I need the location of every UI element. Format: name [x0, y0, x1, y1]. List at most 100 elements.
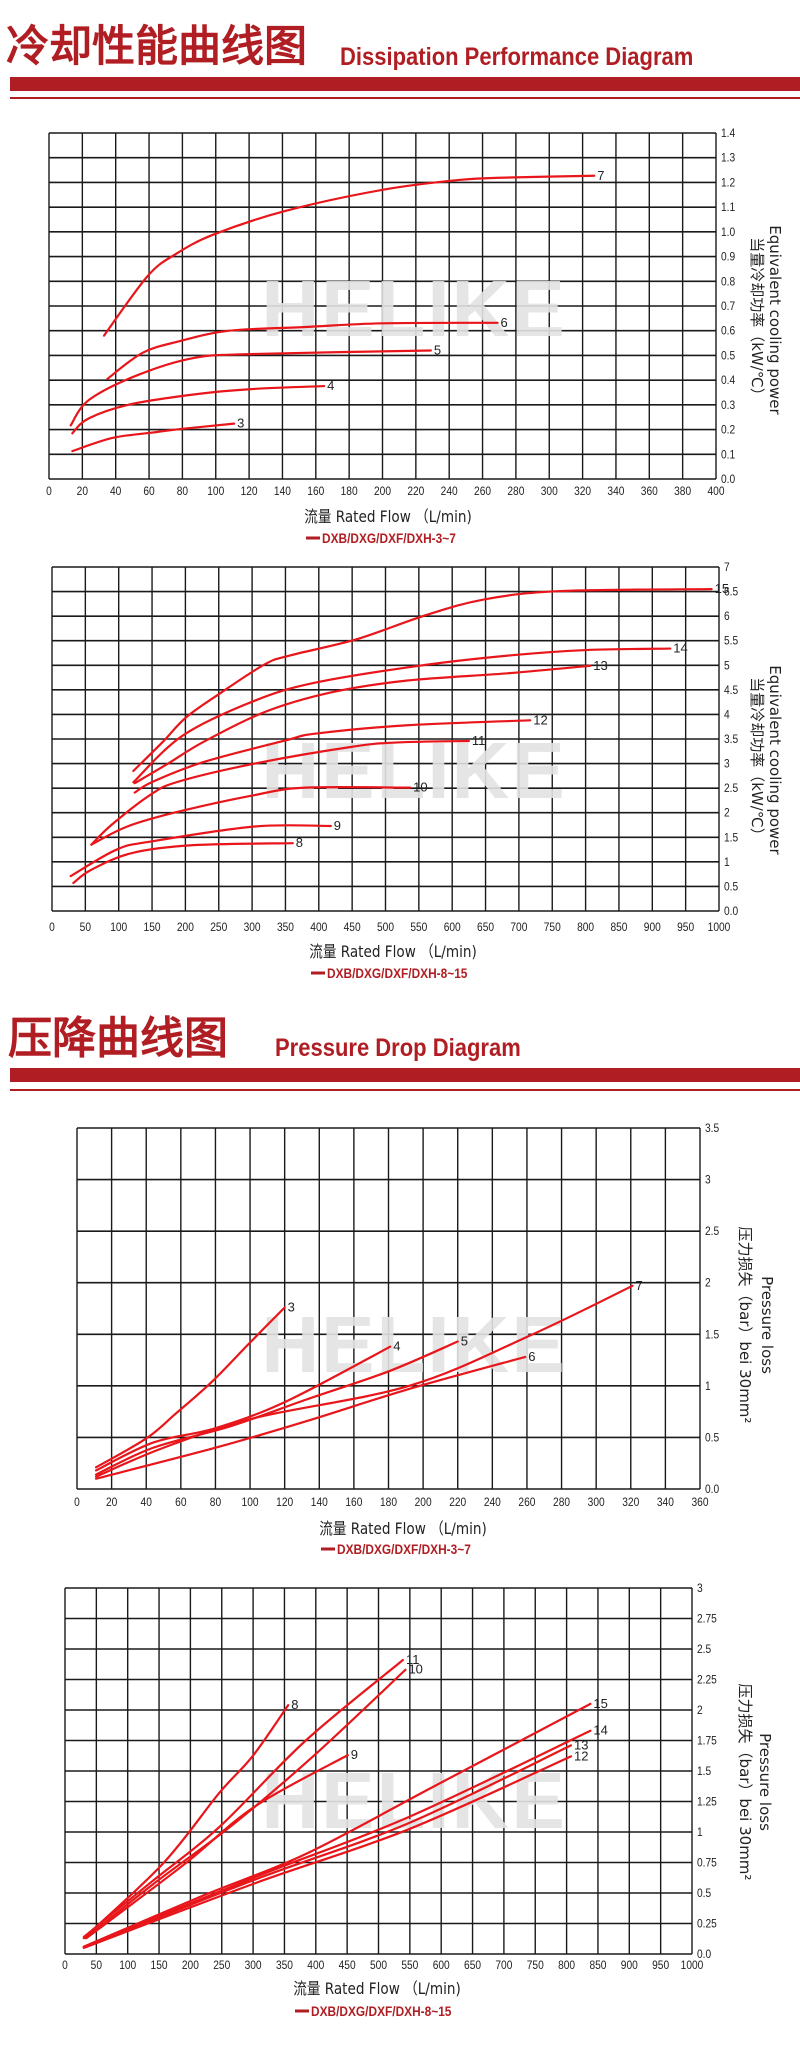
y-tick-label: 6 [724, 610, 730, 623]
series-line-5 [94, 1340, 459, 1476]
y-axis-title: Equivalent cooling power [766, 665, 784, 855]
y-tick-label: 0.2 [721, 424, 735, 437]
grid [76, 1127, 701, 1490]
y-tick-label: 0.6 [721, 325, 735, 338]
x-tick-label: 100 [110, 921, 127, 934]
y-tick-label: 4 [724, 709, 730, 722]
x-tick-label: 40 [110, 485, 121, 498]
series-label: 14 [673, 641, 687, 656]
x-tick-label: 0 [49, 921, 55, 934]
x-tick-label: 450 [344, 921, 361, 934]
x-axis-title: 流量 Rated Flow （L/min) [309, 943, 477, 961]
x-tick-label: 950 [677, 921, 694, 934]
legend-label: DXB/DXG/DXF/DXH-8~15 [311, 2003, 451, 2019]
series-line-15 [82, 1702, 592, 1948]
y-tick-label: 2.75 [697, 1613, 717, 1626]
chart-4: 0 50 100 150 200 250 300 350 400 450 500 550 600 650 7… [62, 1582, 774, 2019]
y-tick-label: 7 [724, 561, 730, 574]
chart-3: 0 20 40 60 80 100 120 140 160 180 200 220 240 260 280 3… [74, 1122, 776, 1557]
x-tick-label: 650 [464, 1959, 481, 1972]
y-tick-label: 3.5 [724, 733, 738, 746]
series-label: 3 [288, 1299, 295, 1314]
section-title-cn: 压降曲线图 [8, 1013, 228, 1064]
x-tick-label: 180 [341, 485, 358, 498]
y-tick-label: 2 [705, 1277, 711, 1290]
x-tick-label: 260 [518, 1496, 535, 1509]
x-tick-label: 120 [241, 485, 258, 498]
x-tick-label: 400 [307, 1959, 324, 1972]
x-tick-label: 250 [213, 1959, 230, 1972]
watermark-logo: HELIKE [261, 726, 566, 815]
y-tick-label: 1 [705, 1380, 711, 1393]
x-tick-label: 900 [644, 921, 661, 934]
series-line-12 [82, 1755, 573, 1949]
series-line-8 [82, 1704, 290, 1940]
x-tick-label: 300 [541, 485, 558, 498]
series-line-7 [94, 1284, 634, 1478]
series-label: 11 [472, 733, 486, 748]
x-tick-label: 340 [607, 485, 624, 498]
y-tick-label: 6.5 [724, 586, 738, 599]
x-tick-label: 1000 [681, 1959, 704, 1972]
x-tick-label: 200 [182, 1959, 199, 1972]
x-tick-label: 150 [144, 921, 161, 934]
y-tick-label: 0.8 [721, 276, 735, 289]
y-tick-label: 0.5 [705, 1432, 719, 1445]
x-tick-label: 300 [588, 1496, 605, 1509]
series-label: 12 [574, 1748, 588, 1763]
x-tick-label: 380 [674, 485, 691, 498]
x-tick-label: 600 [433, 1959, 450, 1972]
x-tick-label: 550 [401, 1959, 418, 1972]
x-tick-label: 500 [377, 921, 394, 934]
x-tick-label: 360 [691, 1496, 708, 1509]
series-line-3 [71, 422, 236, 453]
series-label: 10 [408, 1662, 422, 1677]
y-tick-label: 4.5 [724, 684, 738, 697]
x-tick-label: 550 [410, 921, 427, 934]
x-tick-label: 160 [307, 485, 324, 498]
y-tick-label: 0.1 [721, 449, 735, 462]
y-tick-label: 0.75 [697, 1857, 717, 1870]
section-title-en: Pressure Drop Diagram [275, 1034, 521, 1062]
x-tick-label: 20 [77, 485, 88, 498]
y-axis-title-cn: 压力损失（bar）bei 30mm² [736, 1684, 754, 1881]
x-tick-label: 140 [311, 1496, 328, 1509]
series-line-3 [94, 1306, 286, 1469]
y-tick-label: 2.5 [697, 1643, 711, 1656]
y-tick-label: 3.5 [705, 1122, 719, 1135]
series-label: 3 [237, 416, 244, 431]
section-title-cn: 冷却性能曲线图 [6, 22, 307, 72]
y-tick-label: 1.2 [721, 177, 735, 190]
y-tick-label: 1.4 [721, 127, 735, 140]
x-tick-label: 0 [74, 1496, 80, 1509]
watermark-logo: HELIKE [261, 1756, 566, 1845]
y-tick-label: 0.0 [705, 1483, 719, 1496]
x-tick-label: 260 [474, 485, 491, 498]
y-tick-label: 2.5 [724, 782, 738, 795]
x-tick-label: 220 [407, 485, 424, 498]
x-tick-label: 140 [274, 485, 291, 498]
x-tick-label: 240 [441, 485, 458, 498]
x-tick-label: 100 [119, 1959, 136, 1972]
series-line-10 [90, 786, 412, 846]
x-tick-label: 280 [553, 1496, 570, 1509]
series-label: 14 [593, 1723, 607, 1738]
x-tick-label: 950 [652, 1959, 669, 1972]
series-line-4 [71, 384, 326, 435]
y-tick-label: 1 [697, 1826, 703, 1839]
y-tick-label: 0.0 [721, 473, 735, 486]
series-line-6 [94, 1355, 527, 1480]
y-axis-title: Pressure loss [756, 1733, 774, 1831]
y-tick-label: 2.25 [697, 1674, 717, 1687]
x-tick-label: 320 [622, 1496, 639, 1509]
y-tick-label: 2 [697, 1704, 703, 1717]
series-line-9 [69, 824, 332, 878]
series-label: 7 [636, 1278, 643, 1293]
header-divider [10, 1089, 800, 1091]
series-label: 12 [533, 712, 547, 727]
series-label: 6 [528, 1349, 535, 1364]
y-tick-label: 0.0 [724, 905, 738, 918]
x-tick-label: 500 [370, 1959, 387, 1972]
legend-label: DXB/DXG/DXF/DXH-3~7 [322, 530, 456, 546]
x-tick-label: 80 [210, 1496, 221, 1509]
